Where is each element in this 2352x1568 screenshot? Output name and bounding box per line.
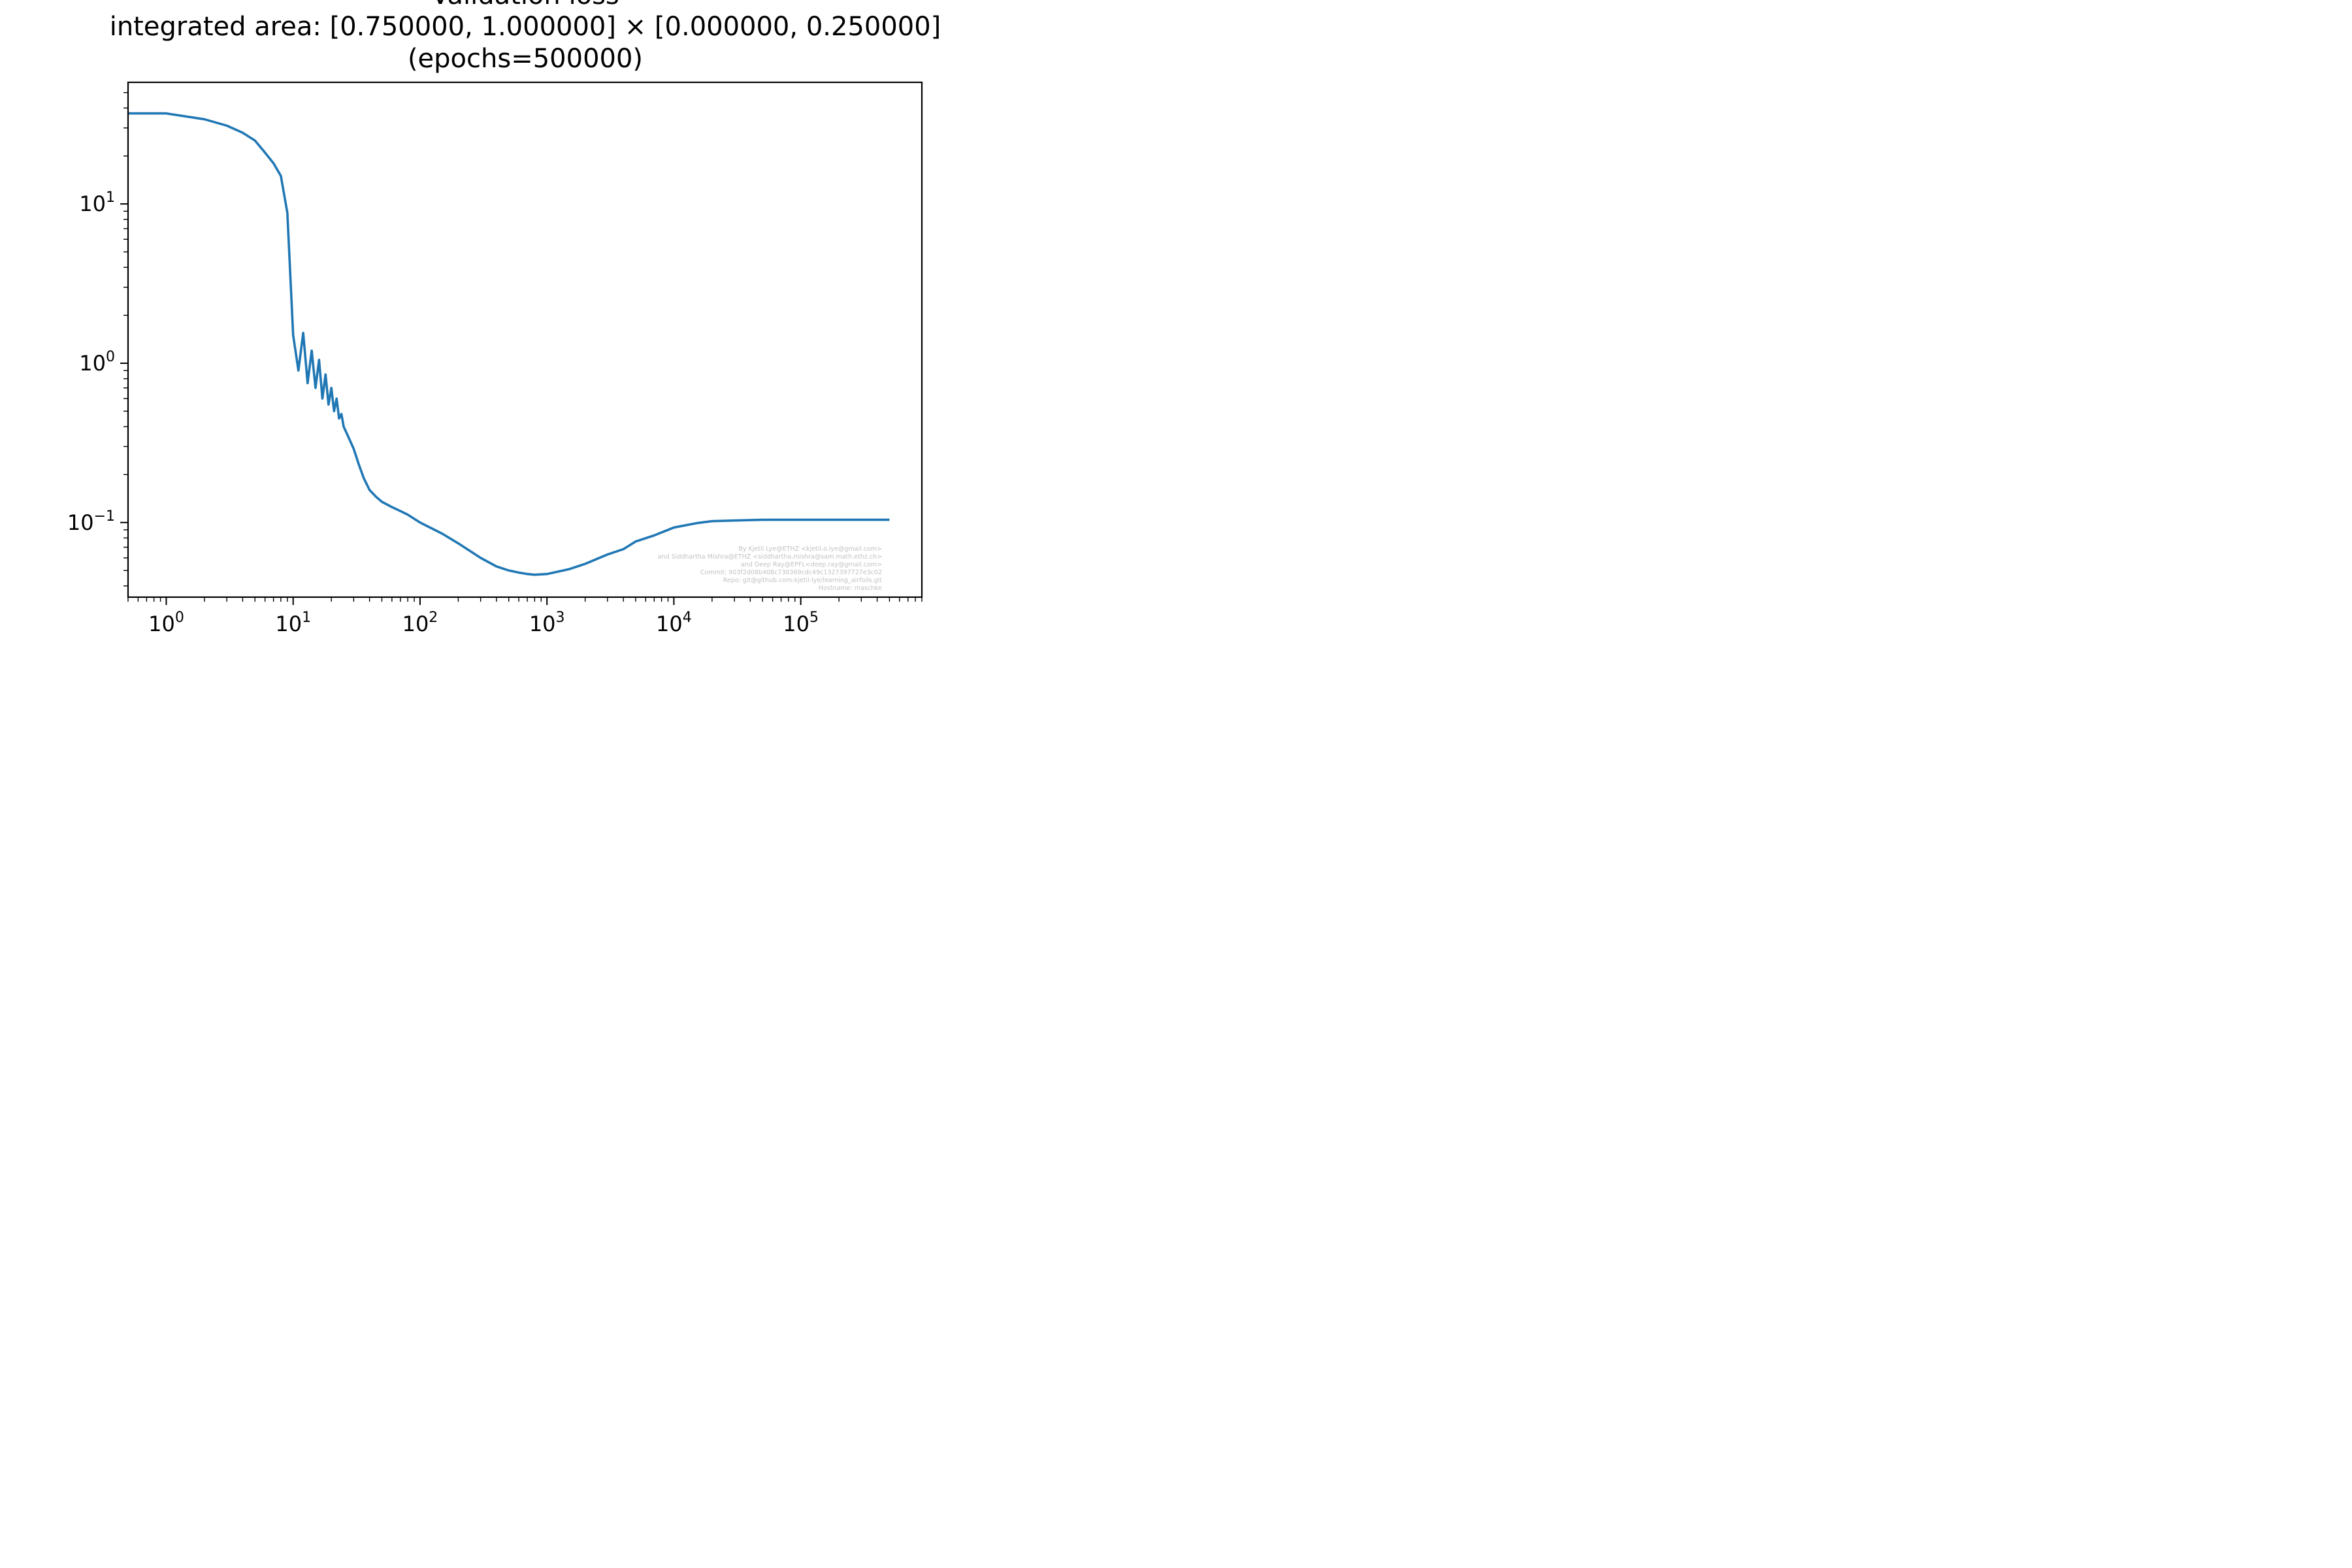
y-tick-label-base: 10 xyxy=(79,351,106,376)
credits: By Kjetil Lye@ETHZ <kjetil.o.lye@gmail.c… xyxy=(658,546,882,592)
x-tick-label-exponent: 4 xyxy=(683,610,692,626)
chart-title-line-1: Validation loss xyxy=(431,0,619,10)
credit-line-2: and Siddhartha Mishra@ETHZ <siddhartha.m… xyxy=(658,553,882,561)
axes-frame xyxy=(127,81,923,598)
chart-title-line-3: (epochs=500000) xyxy=(408,44,643,74)
chart: Validation loss integrated area: [0.7500… xyxy=(67,0,941,636)
credit-line-5: Repo: git@github.com:kjetil-lye/learning… xyxy=(723,577,883,584)
x-tick-label-base: 10 xyxy=(148,612,175,636)
series-line xyxy=(128,112,890,576)
x-tick-label-exponent: 1 xyxy=(302,610,311,626)
x-tick-label: 102 xyxy=(402,610,438,636)
y-tick-label-exponent: −1 xyxy=(94,508,115,525)
x-tick-label-base: 10 xyxy=(529,612,556,636)
y-tick-label: 101 xyxy=(79,189,115,216)
x-tick-label: 101 xyxy=(275,610,311,636)
y-tick-label: 10−1 xyxy=(67,508,115,535)
credit-line-4: Commit: 903f2d08b408c730369cdc49c1327397… xyxy=(700,569,882,576)
chart-title-line-2: integrated area: [0.750000, 1.000000] × … xyxy=(110,12,941,42)
y-tick-label-base: 10 xyxy=(79,191,106,216)
y-tick-label-exponent: 0 xyxy=(106,349,115,365)
x-tick-label: 104 xyxy=(656,610,692,636)
credit-line-1: By Kjetil Lye@ETHZ <kjetil.o.lye@gmail.c… xyxy=(738,546,882,553)
x-tick-label-exponent: 0 xyxy=(175,610,184,626)
minor-ticks xyxy=(123,92,923,602)
chart-title: Validation loss integrated area: [0.7500… xyxy=(110,0,941,74)
x-tick-label: 103 xyxy=(529,610,565,636)
y-tick-label-base: 10 xyxy=(67,510,94,535)
x-tick-label-base: 10 xyxy=(402,612,429,636)
x-tick-label-exponent: 2 xyxy=(429,610,438,626)
x-tick-label-exponent: 3 xyxy=(556,610,565,626)
y-tick-label-exponent: 1 xyxy=(106,189,115,206)
x-tick-label: 105 xyxy=(783,610,819,636)
x-tick-label-base: 10 xyxy=(275,612,302,636)
x-tick-label: 100 xyxy=(148,610,184,636)
x-tick-label-base: 10 xyxy=(783,612,809,636)
y-tick-label: 100 xyxy=(79,349,115,376)
x-tick-label-exponent: 5 xyxy=(809,610,819,626)
credit-line-3: and Deep Ray@EPFL<deep.ray@gmail.com> xyxy=(741,561,882,568)
credit-line-6: Hostname: maschke xyxy=(819,585,882,592)
x-tick-label-base: 10 xyxy=(656,612,683,636)
major-ticks xyxy=(120,203,802,605)
x-tick-labels: 100 101 102 103 104 105 xyxy=(148,610,819,636)
